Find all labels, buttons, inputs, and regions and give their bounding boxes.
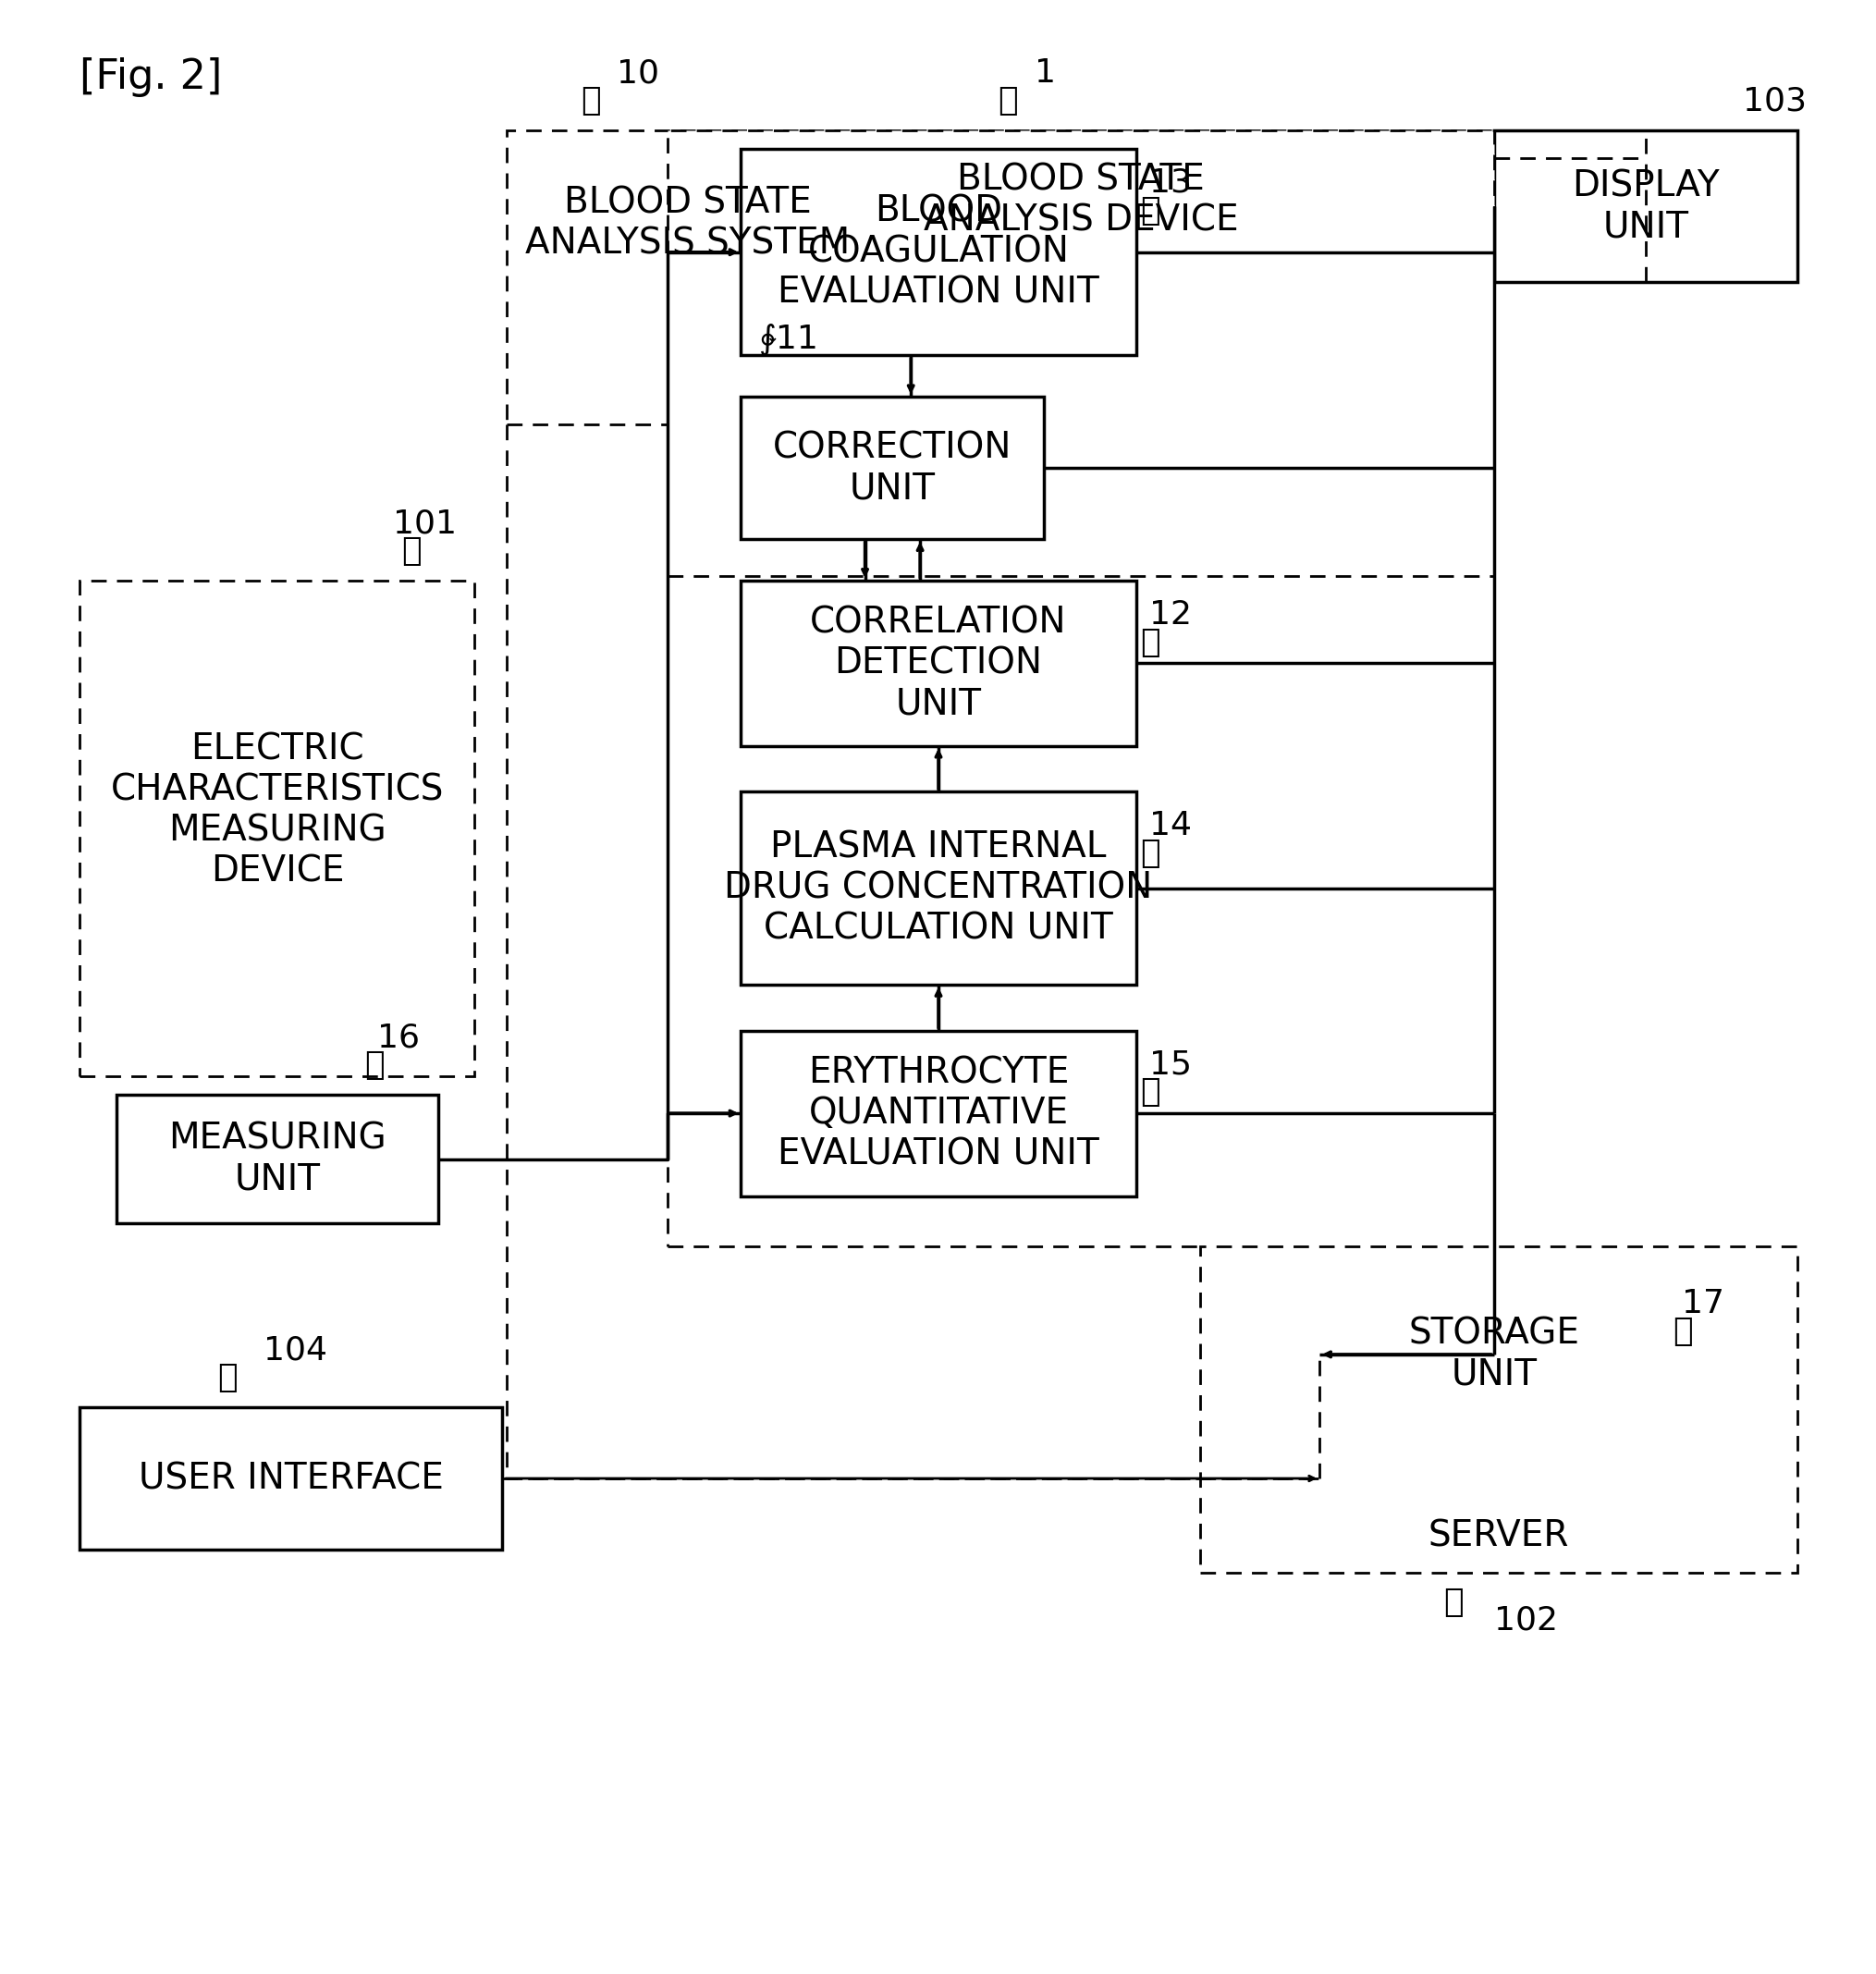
Text: ⌣: ⌣ — [1141, 1076, 1161, 1107]
Text: 14: 14 — [1150, 809, 1191, 841]
Text: ELECTRIC
CHARACTERISTICS
MEASURING
DEVICE: ELECTRIC CHARACTERISTICS MEASURING DEVIC… — [111, 732, 445, 888]
Text: ⌣: ⌣ — [1141, 195, 1161, 227]
Text: PLASMA INTERNAL
DRUG CONCENTRATION
CALCULATION UNIT: PLASMA INTERNAL DRUG CONCENTRATION CALCU… — [724, 829, 1152, 946]
Text: ⌣: ⌣ — [218, 1362, 238, 1394]
Text: 10: 10 — [617, 57, 660, 89]
Text: ⌣: ⌣ — [1141, 837, 1161, 869]
Bar — [741, 397, 1045, 539]
Text: ERYTHROCYTE
QUANTITATIVE
EVALUATION UNIT: ERYTHROCYTE QUANTITATIVE EVALUATION UNIT — [779, 1054, 1099, 1171]
Text: 13: 13 — [1150, 168, 1191, 199]
Text: ⌣: ⌣ — [1443, 1587, 1463, 1619]
Text: BLOOD STATE
ANALYSIS DEVICE: BLOOD STATE ANALYSIS DEVICE — [923, 162, 1238, 239]
Text: ⌣: ⌣ — [401, 535, 422, 567]
Text: 101: 101 — [392, 507, 456, 539]
Bar — [741, 1030, 1135, 1196]
Text: SERVER: SERVER — [1428, 1518, 1568, 1554]
Text: STORAGE
UNIT: STORAGE UNIT — [1409, 1317, 1580, 1392]
Text: 1: 1 — [1036, 57, 1056, 89]
Text: BLOOD STATE
ANALYSIS SYSTEM: BLOOD STATE ANALYSIS SYSTEM — [525, 186, 850, 261]
Text: CORRECTION
UNIT: CORRECTION UNIT — [773, 430, 1011, 505]
Bar — [741, 792, 1135, 985]
Bar — [116, 1096, 437, 1224]
Bar — [1493, 130, 1797, 282]
Text: ⌣: ⌣ — [580, 85, 600, 116]
Bar — [668, 130, 1493, 576]
Text: 15: 15 — [1150, 1048, 1191, 1080]
Text: 12: 12 — [1150, 598, 1191, 630]
Text: ⌣: ⌣ — [364, 1050, 385, 1082]
Text: 16: 16 — [377, 1023, 420, 1054]
Text: DISPLAY
UNIT: DISPLAY UNIT — [1572, 168, 1720, 245]
Text: 17: 17 — [1683, 1287, 1724, 1319]
Text: 104: 104 — [263, 1334, 326, 1366]
Text: 103: 103 — [1743, 85, 1807, 116]
Text: ⌣: ⌣ — [998, 85, 1019, 116]
Bar — [741, 148, 1135, 355]
Bar — [81, 580, 475, 1076]
Bar — [1319, 1269, 1668, 1439]
Bar — [507, 130, 1493, 424]
Bar — [741, 580, 1135, 746]
Bar — [81, 1407, 503, 1550]
Text: USER INTERFACE: USER INTERFACE — [139, 1461, 443, 1496]
Text: CORRELATION
DETECTION
UNIT: CORRELATION DETECTION UNIT — [810, 604, 1067, 721]
Text: ⌣: ⌣ — [1141, 626, 1161, 657]
Bar — [1201, 1246, 1797, 1573]
Text: ∲11: ∲11 — [760, 324, 820, 355]
Text: ⌣: ⌣ — [1673, 1315, 1692, 1346]
Text: 102: 102 — [1493, 1605, 1557, 1636]
Text: BLOOD
COAGULATION
EVALUATION UNIT: BLOOD COAGULATION EVALUATION UNIT — [779, 193, 1099, 310]
Text: [Fig. 2]: [Fig. 2] — [81, 57, 223, 97]
Text: MEASURING
UNIT: MEASURING UNIT — [169, 1121, 386, 1196]
